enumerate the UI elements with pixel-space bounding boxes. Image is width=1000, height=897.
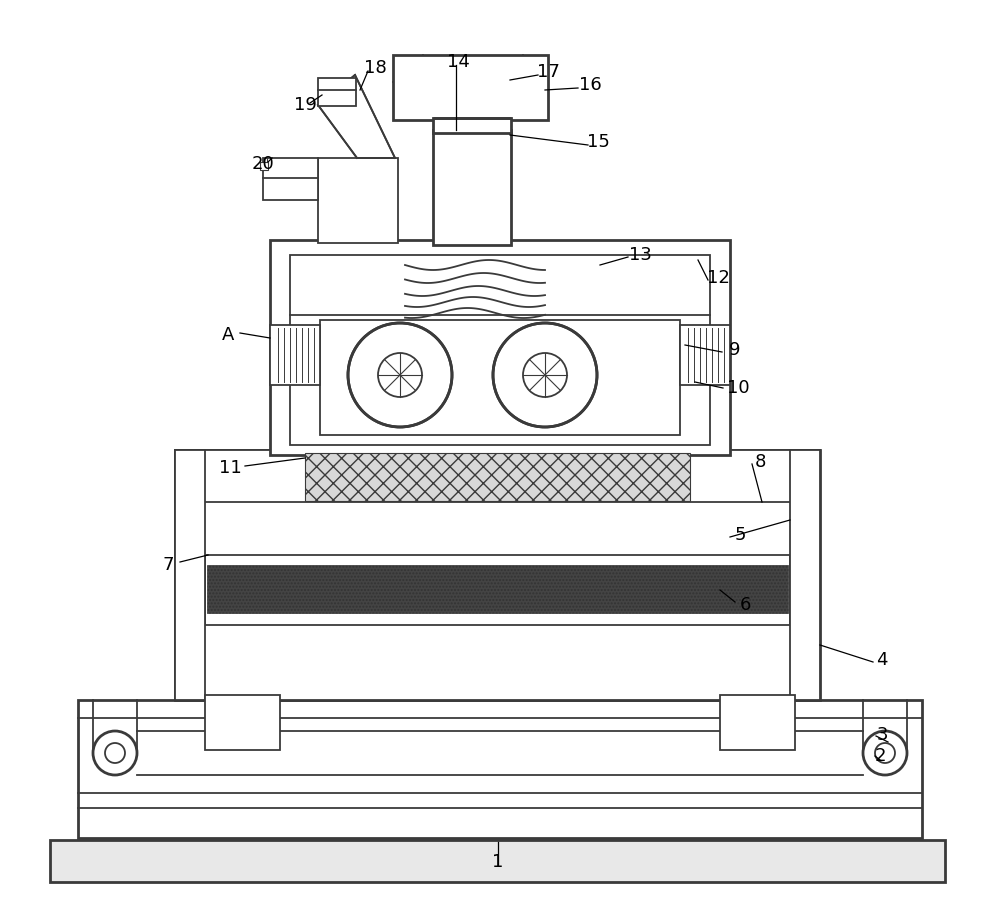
Bar: [50, 840, 945, 882]
Text: 4: 4: [876, 651, 888, 669]
Text: 11: 11: [219, 459, 241, 477]
Bar: [205, 695, 280, 750]
Text: A: A: [222, 326, 234, 344]
Bar: [207, 565, 788, 613]
Text: 19: 19: [294, 96, 316, 114]
Bar: [260, 162, 268, 170]
Bar: [175, 450, 205, 700]
Bar: [318, 158, 398, 243]
Bar: [290, 255, 710, 445]
Text: 17: 17: [537, 63, 559, 81]
Bar: [305, 453, 690, 501]
Bar: [205, 555, 790, 625]
Circle shape: [863, 731, 907, 775]
Text: 13: 13: [629, 246, 651, 264]
Text: 9: 9: [729, 341, 741, 359]
Polygon shape: [318, 75, 395, 158]
Text: 12: 12: [707, 269, 729, 287]
Circle shape: [348, 323, 452, 427]
Circle shape: [523, 353, 567, 397]
Circle shape: [105, 743, 125, 763]
Bar: [680, 325, 730, 385]
Text: 3: 3: [876, 726, 888, 744]
Bar: [270, 325, 320, 385]
Text: 18: 18: [364, 59, 386, 77]
Circle shape: [875, 743, 895, 763]
Circle shape: [93, 731, 137, 775]
Text: 15: 15: [587, 133, 609, 151]
Bar: [790, 450, 820, 700]
Text: 2: 2: [874, 747, 886, 765]
Bar: [393, 55, 548, 120]
Bar: [320, 320, 680, 435]
Bar: [270, 240, 730, 455]
Circle shape: [493, 323, 597, 427]
Circle shape: [378, 353, 422, 397]
Text: 6: 6: [739, 596, 751, 614]
Bar: [263, 158, 318, 200]
Text: 10: 10: [727, 379, 749, 397]
Bar: [175, 450, 820, 502]
Text: 8: 8: [754, 453, 766, 471]
Text: 5: 5: [734, 526, 746, 544]
Bar: [318, 78, 356, 106]
Bar: [175, 450, 820, 700]
Bar: [433, 118, 511, 133]
Text: 16: 16: [579, 76, 601, 94]
Bar: [433, 130, 511, 245]
Text: 14: 14: [447, 53, 469, 71]
Bar: [720, 695, 795, 750]
Text: 20: 20: [252, 155, 274, 173]
Text: 7: 7: [162, 556, 174, 574]
Text: 1: 1: [492, 853, 504, 871]
Bar: [78, 700, 922, 838]
